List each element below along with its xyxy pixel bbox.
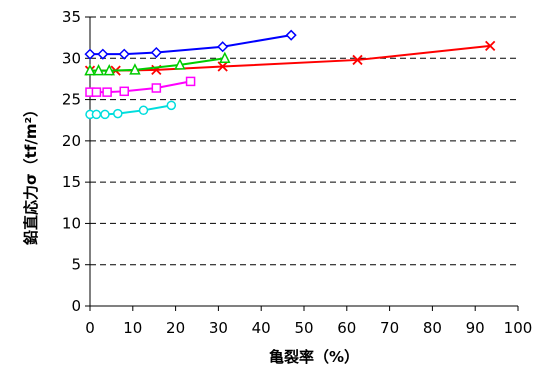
data-point-triangle-4 [174,58,186,70]
x-tick-label-20: 20 [166,319,185,337]
series [84,29,496,120]
data-point-circle-3 [113,108,123,119]
y-tick-label-15: 15 [62,173,81,191]
data-point-square-4 [151,83,162,93]
y-tick-label-20: 20 [62,132,81,150]
x-axis-title: 亀裂率（%） [269,348,359,366]
data-point-circle-2 [100,109,110,120]
data-point-square-2 [102,87,112,97]
data-point-circle-5 [166,100,177,111]
data-point-diamond-5 [285,29,297,41]
series-diamond [84,29,297,60]
data-point-x-4 [352,54,363,66]
data-point-x-5 [485,40,496,52]
x-tick-label-30: 30 [209,319,228,337]
data-point-x-3 [217,61,228,72]
y-axis-title: 鉛直応力σ（tf/m²） [22,102,40,245]
data-point-diamond-1 [97,48,109,60]
data-point-triangle-3 [129,63,141,75]
x-tick-label-60: 60 [337,319,356,337]
x-tick-label-80: 80 [423,319,442,337]
data-point-diamond-4 [217,41,229,53]
data-point-diamond-2 [118,48,130,60]
y-tick-label-25: 25 [62,91,81,109]
data-point-square-1 [91,87,102,97]
data-point-circle-4 [138,105,149,116]
y-tick-label-30: 30 [62,49,81,67]
data-point-triangle-2 [103,63,115,76]
data-point-triangle-0 [84,63,96,76]
x-tick-label-50: 50 [294,319,313,337]
y-tick-label-0: 0 [71,297,81,315]
x-tick-label-90: 90 [466,319,485,337]
series-line-diamond [90,34,292,56]
data-point-square-5 [185,76,196,87]
y-tick-label-35: 35 [62,8,81,26]
series-triangle [84,51,231,76]
data-point-circle-1 [91,109,102,120]
data-point-triangle-5 [219,51,231,64]
y-tick-label-10: 10 [62,214,81,232]
x-tick-label-100: 100 [504,319,533,337]
tick-labels: 0 5 10 15 20 25 30 35 0 10 20 30 40 50 60 70 80 90 100 [62,8,532,337]
axes [85,16,519,311]
x-tick-label-40: 40 [252,319,271,337]
x-tick-label-0: 0 [85,319,95,337]
x-tick-label-70: 70 [380,319,399,337]
grid-lines [90,16,518,266]
x-tick-label-10: 10 [123,319,142,337]
data-point-diamond-0 [84,48,96,60]
data-point-triangle-1 [92,63,105,76]
data-point-square-3 [119,86,129,97]
y-tick-label-5: 5 [71,256,81,274]
series-square [85,76,196,97]
series-circle [85,100,177,120]
data-point-diamond-3 [150,46,162,59]
